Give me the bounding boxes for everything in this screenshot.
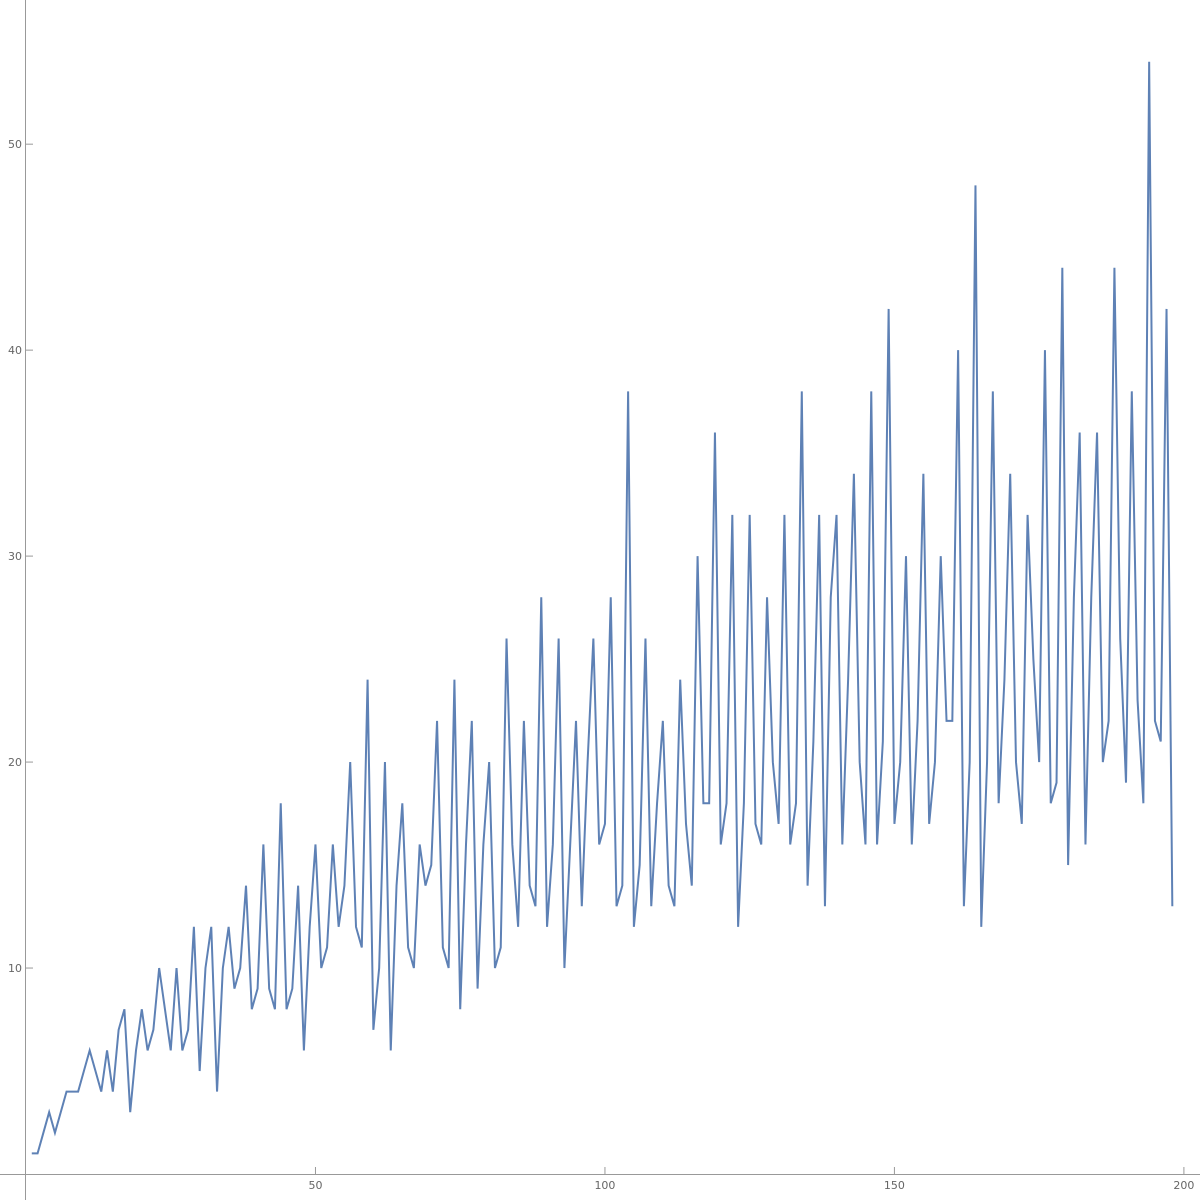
y-tick-label: 40 bbox=[8, 344, 22, 357]
x-tick-label: 200 bbox=[1173, 1179, 1194, 1192]
y-tick-label: 10 bbox=[8, 962, 22, 975]
x-tick-label: 100 bbox=[594, 1179, 615, 1192]
x-tick-label: 150 bbox=[884, 1179, 905, 1192]
x-tick-label: 50 bbox=[308, 1179, 322, 1192]
y-tick-label: 50 bbox=[8, 138, 22, 151]
series-line bbox=[31, 61, 1174, 1155]
y-tick-label: 30 bbox=[8, 550, 22, 563]
y-tick-label: 20 bbox=[8, 756, 22, 769]
